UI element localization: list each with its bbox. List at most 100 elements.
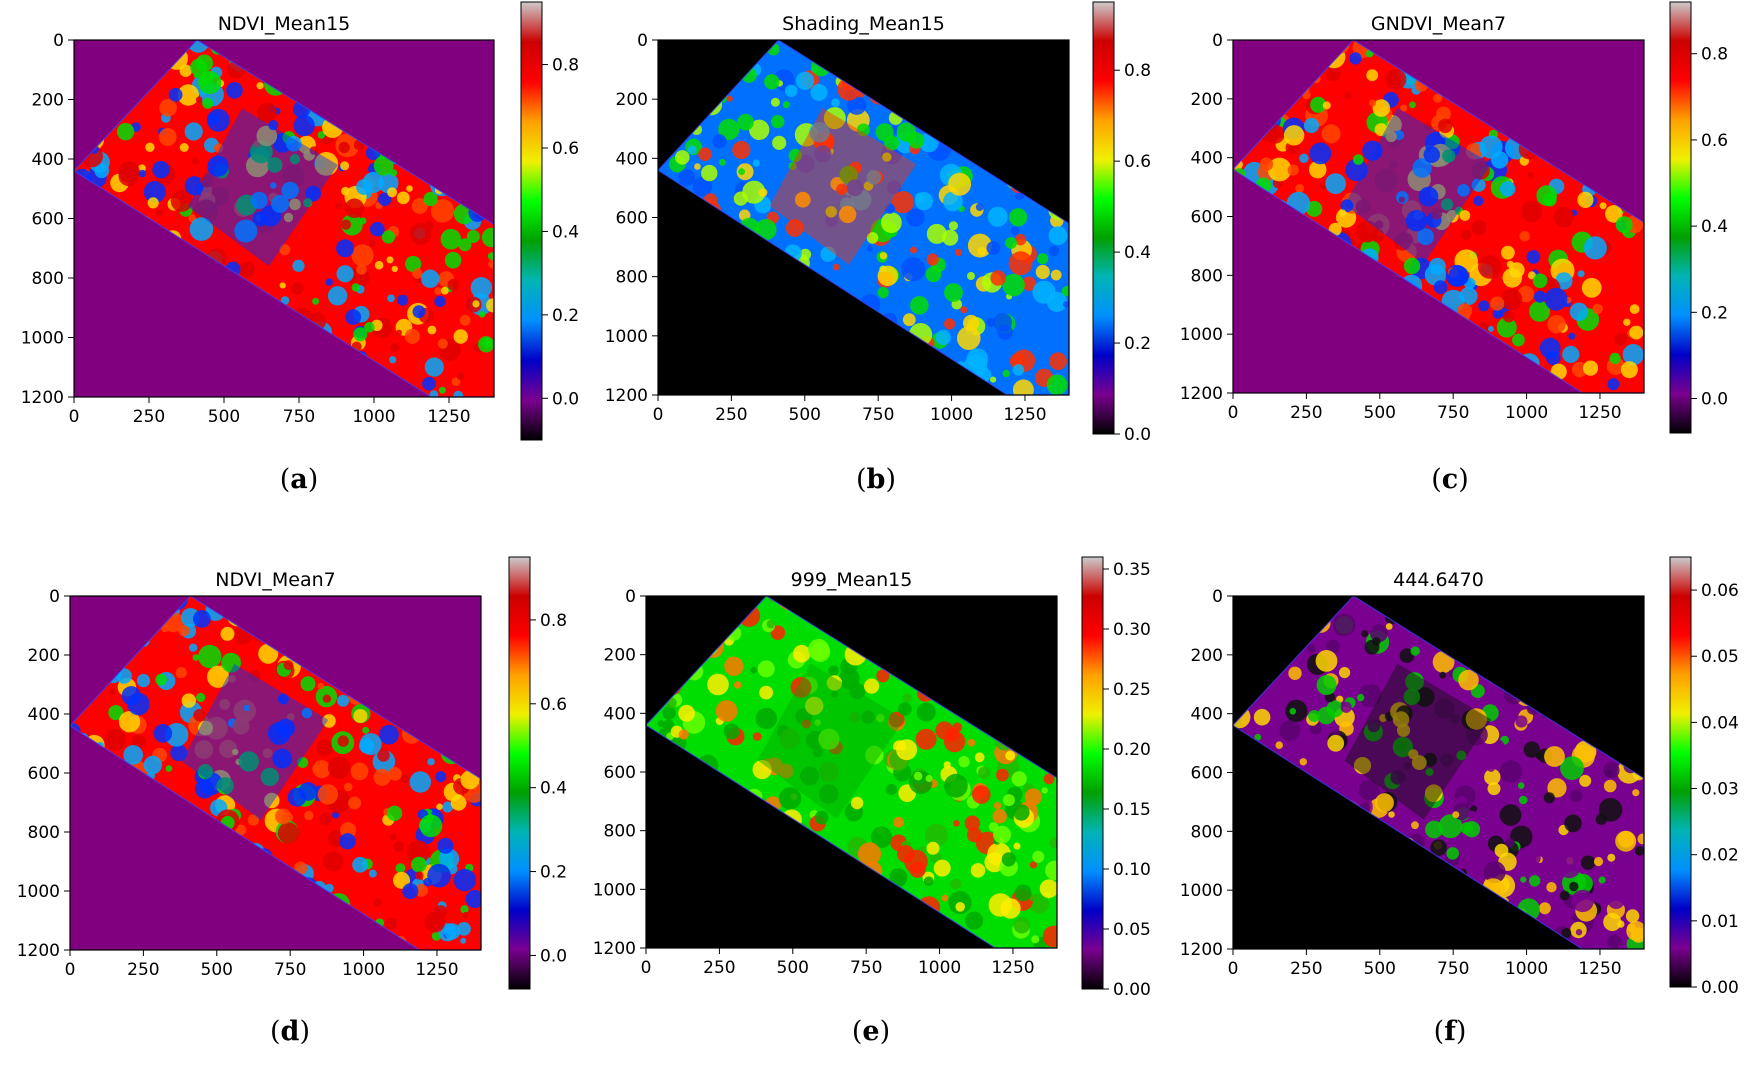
panel-title: NDVI_Mean7 <box>215 569 335 591</box>
y-tick-label: 200 <box>604 646 636 666</box>
colorbar-tick-label: 0.4 <box>1701 217 1728 237</box>
y-tick-label: 200 <box>28 646 60 666</box>
y-tick-label: 400 <box>604 704 636 724</box>
colorbar-tick-label: 0.8 <box>540 611 567 631</box>
panel-title: 444.6470 <box>1393 569 1484 591</box>
x-tick-label: 0 <box>1228 403 1239 423</box>
y-tick-label: 800 <box>616 268 648 288</box>
x-tick-label: 500 <box>201 960 233 980</box>
panel-b: Shading_Mean15 0 250 500 750 1000 1250 0 200 400 6… <box>605 1 1151 495</box>
y-tick-label: 600 <box>604 763 636 783</box>
field-band <box>181 663 329 821</box>
panel-c: GNDVI_Mean7 0 250 500 750 1000 1250 0 200 400 600 8… <box>1180 1 1728 495</box>
colorbar-tick-label: 0.0 <box>540 946 567 966</box>
colorbar-tick-label: 0.2 <box>1701 303 1728 323</box>
colorbar-tick-label: 0.0 <box>1124 425 1151 445</box>
y-tick-label: 600 <box>28 764 60 784</box>
colorbar-tick-label: 0.30 <box>1113 620 1151 640</box>
y-tick-label: 1000 <box>21 329 64 349</box>
colorbar <box>508 556 531 990</box>
y-tick-label: 200 <box>616 90 648 110</box>
colorbar-tick-label: 0.6 <box>1124 152 1151 172</box>
x-tick-label: 1250 <box>427 407 470 427</box>
y-tick-label: 600 <box>616 209 648 229</box>
x-tick-label: 250 <box>715 405 747 425</box>
x-tick-label: 750 <box>1437 403 1469 423</box>
y-tick-label: 400 <box>1191 149 1223 169</box>
x-tick-label: 0 <box>1228 959 1239 979</box>
y-tick-label: 200 <box>32 91 64 111</box>
x-tick-label: 1000 <box>352 407 395 427</box>
field-band <box>757 663 905 819</box>
panel-title: 999_Mean15 <box>791 569 913 591</box>
x-tick-label: 1000 <box>918 958 961 978</box>
field-band <box>188 108 338 267</box>
colorbar-tick-label: 0.06 <box>1701 581 1739 601</box>
y-tick-label: 600 <box>1191 208 1223 228</box>
colorbar-tick-label: 0.4 <box>552 222 579 242</box>
y-tick-label: 800 <box>1191 266 1223 286</box>
y-tick-label: 1200 <box>1180 940 1223 960</box>
colorbar-tick-label: 0.4 <box>540 779 567 799</box>
x-tick-label: 0 <box>69 407 80 427</box>
panel-f: 444.6470 0 250 500 750 1000 1250 0 200 400 600 800 1… <box>1180 556 1739 1047</box>
y-tick-label: 1200 <box>593 939 636 959</box>
colorbar-tick-label: 0.05 <box>1113 920 1151 940</box>
colorbar-tick-label: 0.03 <box>1701 780 1739 800</box>
colorbar-tick-label: 0.2 <box>1124 334 1151 354</box>
y-tick-label: 400 <box>616 149 648 169</box>
panel-caption: (b) <box>856 464 896 495</box>
x-tick-label: 500 <box>777 958 809 978</box>
colorbar-tick-label: 0.05 <box>1701 647 1739 667</box>
y-tick-label: 1200 <box>605 386 648 406</box>
y-tick-label: 400 <box>28 705 60 725</box>
x-tick-label: 0 <box>641 958 652 978</box>
x-tick-label: 500 <box>208 407 240 427</box>
colorbar-tick-label: 0.0 <box>1701 390 1728 410</box>
colorbar-tick-label: 0.8 <box>552 56 579 76</box>
field-band <box>1344 107 1492 264</box>
panel-caption: (e) <box>852 1016 890 1047</box>
y-tick-label: 600 <box>32 210 64 230</box>
colorbar-tick-label: 0.8 <box>1701 45 1728 65</box>
x-tick-label: 250 <box>133 407 165 427</box>
y-tick-label: 200 <box>1191 646 1223 666</box>
y-tick-label: 600 <box>1191 764 1223 784</box>
x-tick-label: 750 <box>850 958 882 978</box>
colorbar-tick-label: 0.6 <box>1701 131 1728 151</box>
x-tick-label: 250 <box>703 958 735 978</box>
y-tick-label: 1000 <box>605 327 648 347</box>
colorbar-tick-label: 0.15 <box>1113 800 1151 820</box>
colorbar-tick-label: 0.2 <box>540 863 567 883</box>
y-tick-label: 1200 <box>17 941 60 961</box>
y-tick-label: 1000 <box>593 880 636 900</box>
field-band <box>1344 663 1492 820</box>
x-tick-label: 500 <box>1364 403 1396 423</box>
y-tick-label: 1000 <box>1180 881 1223 901</box>
panel-caption: (c) <box>1431 464 1469 495</box>
colorbar <box>1669 1 1692 434</box>
x-tick-label: 500 <box>789 405 821 425</box>
panel-title: Shading_Mean15 <box>782 13 945 35</box>
colorbar-tick-label: 0.01 <box>1701 912 1739 932</box>
y-tick-label: 800 <box>28 823 60 843</box>
colorbar-tick-label: 0.20 <box>1113 740 1151 760</box>
panel-title: NDVI_Mean15 <box>218 13 351 35</box>
colorbar-tick-label: 0.6 <box>540 695 567 715</box>
y-tick-label: 0 <box>53 31 64 51</box>
colorbar-tick-label: 0.10 <box>1113 860 1151 880</box>
colorbar-tick-label: 0.2 <box>552 306 579 326</box>
panel-e: 999_Mean15 0 250 500 750 1000 1250 0 200 400 600 80… <box>593 556 1151 1047</box>
x-tick-label: 1000 <box>1505 403 1548 423</box>
colorbar-tick-label: 0.04 <box>1701 713 1739 733</box>
x-tick-label: 1000 <box>342 960 385 980</box>
y-tick-label: 800 <box>1191 822 1223 842</box>
y-tick-label: 0 <box>637 31 648 51</box>
colorbar-tick-label: 0.00 <box>1113 980 1151 1000</box>
x-tick-label: 750 <box>1437 959 1469 979</box>
y-tick-label: 0 <box>1212 31 1223 51</box>
colorbar-tick-label: 0.6 <box>552 139 579 159</box>
colorbar-tick-label: 0.4 <box>1124 243 1151 263</box>
colorbar <box>1669 556 1692 988</box>
